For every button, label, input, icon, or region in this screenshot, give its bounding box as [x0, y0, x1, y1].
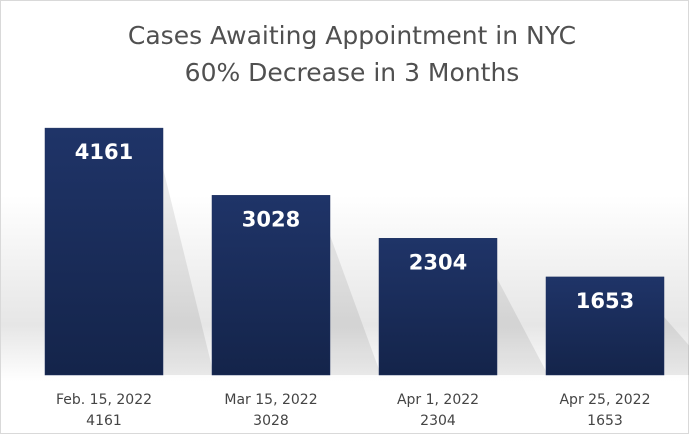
- x-tick-label: Apr 25, 2022: [559, 392, 650, 408]
- x-tick-label: Feb. 15, 2022: [56, 392, 152, 408]
- data-label: 4161: [75, 140, 133, 164]
- bar: [378, 238, 498, 376]
- bar: [545, 276, 665, 376]
- bar-shadow: [497, 278, 548, 375]
- bar: [44, 127, 164, 376]
- x-tick-value: 4161: [86, 413, 122, 429]
- x-tick-label: Apr 1, 2022: [397, 392, 479, 408]
- chart-subtitle: 60% Decrease in 3 Months: [185, 58, 520, 87]
- data-label: 3028: [242, 207, 300, 231]
- bar-shadow: [330, 235, 381, 375]
- x-tick-value: 2304: [420, 413, 456, 429]
- data-label: 2304: [409, 250, 467, 274]
- data-label: 1653: [576, 289, 634, 313]
- bar: [211, 195, 331, 376]
- chart-title: Cases Awaiting Appointment in NYC: [128, 21, 576, 50]
- bar-shadow: [163, 168, 214, 375]
- x-tick-value: 3028: [253, 413, 289, 429]
- bar-shadow: [664, 316, 689, 375]
- x-tick-value: 1653: [587, 413, 623, 429]
- x-tick-label: Mar 15, 2022: [224, 392, 317, 408]
